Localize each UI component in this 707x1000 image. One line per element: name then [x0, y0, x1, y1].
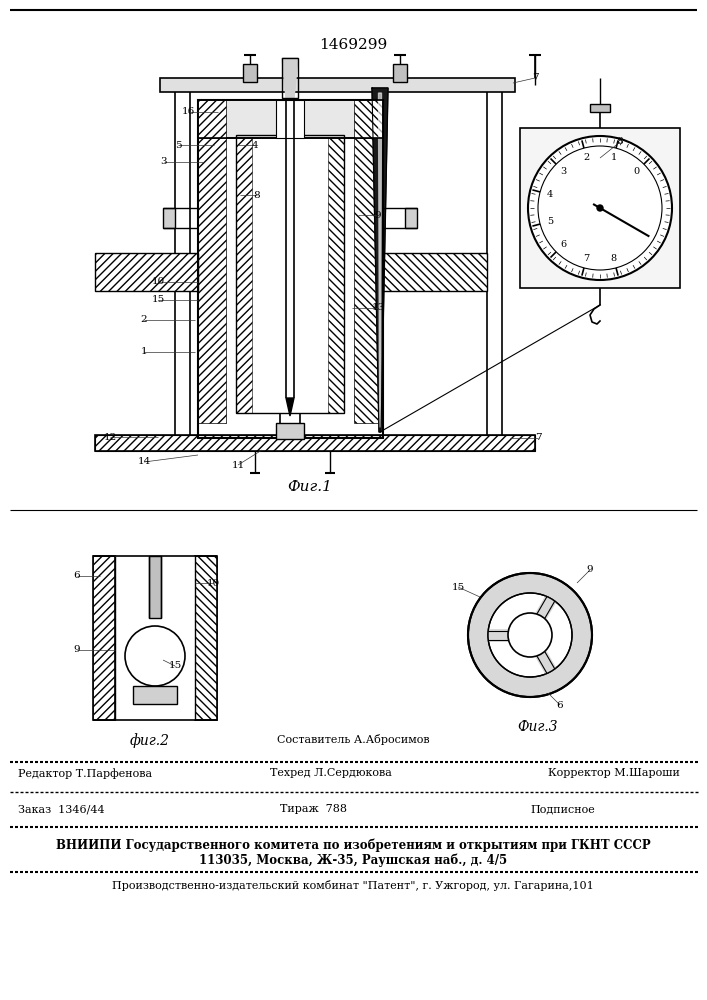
- Bar: [328, 135, 344, 413]
- Bar: [282, 58, 298, 98]
- Bar: [354, 100, 382, 138]
- Text: 13: 13: [371, 304, 385, 312]
- Text: 3: 3: [560, 167, 566, 176]
- Text: Составитель А.Абросимов: Составитель А.Абросимов: [276, 734, 429, 745]
- Text: 7: 7: [534, 434, 542, 442]
- Bar: [95, 435, 535, 451]
- Circle shape: [528, 136, 672, 280]
- Text: Заказ  1346/44: Заказ 1346/44: [18, 804, 105, 814]
- Text: 4: 4: [252, 140, 258, 149]
- Text: 8: 8: [617, 137, 624, 146]
- Bar: [382, 253, 487, 291]
- Circle shape: [468, 573, 592, 697]
- Bar: [276, 100, 304, 138]
- Text: 1: 1: [610, 153, 617, 162]
- Bar: [195, 556, 217, 720]
- Bar: [236, 135, 252, 413]
- Text: 15: 15: [168, 662, 182, 670]
- Text: 9: 9: [74, 646, 81, 654]
- Text: 6: 6: [560, 240, 566, 249]
- Text: 6: 6: [556, 700, 563, 710]
- Text: Подписное: Подписное: [530, 804, 595, 814]
- Bar: [198, 100, 383, 438]
- Text: Фиг.3: Фиг.3: [518, 720, 559, 734]
- Bar: [93, 556, 115, 720]
- Bar: [133, 686, 177, 704]
- Circle shape: [488, 593, 572, 677]
- Text: 12: 12: [103, 432, 117, 442]
- Circle shape: [125, 626, 185, 686]
- Polygon shape: [372, 88, 388, 432]
- Bar: [115, 556, 195, 720]
- Bar: [198, 115, 226, 423]
- Bar: [95, 253, 198, 291]
- Text: 4: 4: [547, 190, 553, 199]
- Bar: [95, 253, 198, 291]
- Bar: [354, 115, 382, 423]
- Text: 2: 2: [141, 316, 147, 324]
- Text: ВНИИПИ Государственного комитета по изобретениям и открытиям при ГКНТ СССР
11303: ВНИИПИ Государственного комитета по изоб…: [56, 838, 650, 867]
- Bar: [195, 556, 217, 720]
- Bar: [163, 208, 175, 228]
- Bar: [198, 100, 383, 138]
- Text: 3: 3: [160, 157, 168, 166]
- Text: 7: 7: [532, 74, 538, 83]
- Bar: [590, 104, 610, 112]
- Text: 10: 10: [206, 578, 220, 587]
- Text: 9: 9: [587, 566, 593, 574]
- Circle shape: [538, 146, 662, 270]
- Circle shape: [508, 613, 552, 657]
- Polygon shape: [286, 398, 294, 416]
- Text: Производственно-издательский комбинат "Патент", г. Ужгород, ул. Гагарина,101: Производственно-издательский комбинат "П…: [112, 880, 594, 891]
- Bar: [243, 64, 257, 82]
- Text: 0: 0: [633, 167, 640, 176]
- Circle shape: [597, 205, 603, 211]
- Text: 2: 2: [583, 153, 590, 162]
- Text: 8: 8: [254, 190, 260, 200]
- Text: Тираж  788: Тираж 788: [280, 804, 347, 814]
- Text: 5: 5: [547, 217, 553, 226]
- Text: 14: 14: [137, 458, 151, 466]
- Text: Техред Л.Сердюкова: Техред Л.Сердюкова: [270, 768, 392, 778]
- Bar: [95, 435, 535, 451]
- Bar: [198, 100, 226, 138]
- Bar: [405, 208, 417, 228]
- Text: 10: 10: [151, 277, 165, 286]
- Text: 7: 7: [583, 254, 590, 263]
- Text: 15: 15: [451, 582, 464, 591]
- Bar: [520, 128, 680, 288]
- Text: 6: 6: [74, 572, 81, 580]
- Bar: [198, 100, 383, 138]
- Text: 16: 16: [182, 107, 194, 116]
- Text: 9: 9: [375, 211, 381, 220]
- Bar: [160, 78, 515, 92]
- Bar: [149, 556, 161, 618]
- Bar: [382, 253, 487, 291]
- Bar: [393, 64, 407, 82]
- Polygon shape: [282, 58, 298, 98]
- Text: Фиг.1: Фиг.1: [288, 480, 332, 494]
- Text: 11: 11: [231, 460, 245, 470]
- Text: Редактор Т.Парфенова: Редактор Т.Парфенова: [18, 768, 152, 779]
- Text: фиг.2: фиг.2: [130, 733, 170, 748]
- Text: Корректор М.Шароши: Корректор М.Шароши: [548, 768, 680, 778]
- Text: 8: 8: [610, 254, 617, 263]
- Bar: [276, 423, 304, 439]
- Polygon shape: [378, 93, 382, 427]
- Text: 5: 5: [175, 140, 181, 149]
- Text: 1: 1: [141, 348, 147, 357]
- Bar: [93, 556, 115, 720]
- Text: 15: 15: [151, 296, 165, 304]
- Text: 1469299: 1469299: [319, 38, 387, 52]
- Bar: [236, 135, 344, 413]
